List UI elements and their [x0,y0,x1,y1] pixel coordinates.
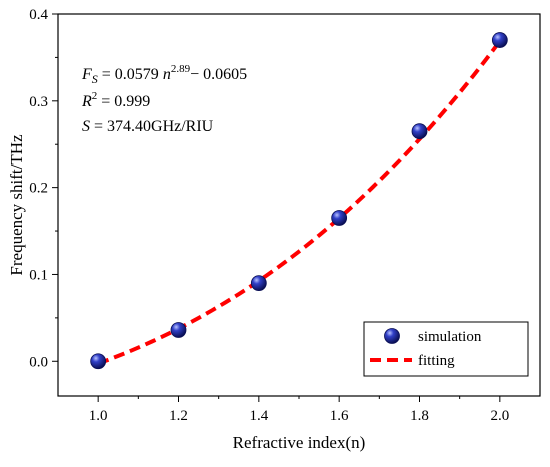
fit-equation-subscript: S [92,72,98,86]
fit-equation-n: n [163,66,171,83]
y-axis-label: Frequency shift/THz [7,134,26,276]
simulation-point [170,322,187,338]
legend-label-fitting: fitting [418,353,455,369]
x-tick-label: 1.0 [89,408,108,424]
fitting-line [97,39,502,366]
r-squared-R: R [81,93,92,110]
fit-equation-exponent: 2.89 [171,63,191,75]
r-squared-value: = 0.999 [97,93,150,110]
simulation-point [250,275,267,292]
x-axis-ticks: 1.0 1.2 1.4 1.6 1.8 2.0 [89,396,509,424]
y-tick-label: 0.3 [29,94,48,110]
fit-equation-coeff: = 0.0579 [98,66,163,83]
y-tick-label: 0.1 [29,267,48,283]
y-tick-label: 0.0 [29,354,48,370]
simulation-points [90,32,508,370]
simulation-point [411,123,428,140]
fit-equation: FS = 0.0579 n2.89− 0.0605 [81,63,247,86]
r-squared: R2 = 0.999 [81,90,150,110]
x-tick-label: 1.2 [169,408,188,424]
legend-label-simulation: simulation [418,329,482,345]
legend-marker-simulation [384,328,400,344]
x-tick-label: 1.8 [410,408,429,424]
y-tick-label: 0.4 [29,7,48,23]
r-squared-sup: 2 [92,90,98,102]
y-tick-label: 0.2 [29,181,48,197]
x-tick-label: 1.4 [249,408,268,424]
sensitivity-value: = 374.40GHz/RIU [90,118,214,135]
simulation-point [331,210,348,226]
simulation-point [491,32,508,48]
sensitivity: S = 374.40GHz/RIU [82,118,214,135]
legend: simulation fitting [363,321,529,377]
simulation-point [90,353,107,370]
x-tick-label: 2.0 [490,408,509,424]
x-tick-label: 1.6 [330,408,349,424]
y-axis-ticks: 0.0 0.1 0.2 0.3 0.4 [29,7,58,370]
sensitivity-S: S [82,118,90,135]
x-axis-label: Refractive index(n) [233,433,366,452]
fit-equation-F: F [81,66,92,83]
fit-equation-rest: − 0.0605 [190,66,247,83]
